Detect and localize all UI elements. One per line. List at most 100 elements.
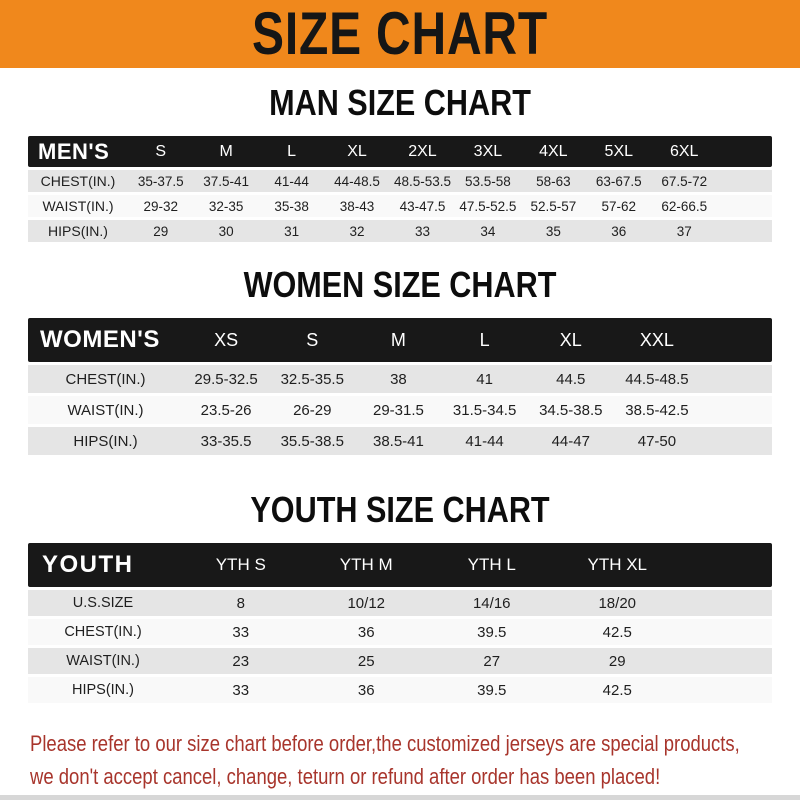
size-col-header: XL <box>559 329 582 350</box>
size-value-cell: 38-43 <box>339 198 375 214</box>
size-value-cell: 29.5-32.5 <box>194 370 258 388</box>
row-label: WAIST(IN.) <box>67 401 144 419</box>
size-value-cell: 43-47.5 <box>399 198 446 214</box>
women-table-title: WOMEN'S <box>40 326 160 353</box>
youth-heading-text: YOUTH SIZE CHART <box>250 489 550 530</box>
size-value-cell: 48.5-53.5 <box>393 173 451 189</box>
men-size-table: MEN'S S M L XL 2XL 3XL 4XL 5XL 6XL CHEST… <box>28 136 772 242</box>
note-line-1: Please refer to our size chart before or… <box>30 731 740 756</box>
size-value-cell: 38.5-41 <box>372 432 424 450</box>
youth-hips-row: HIPS(IN.) 33 36 39.5 42.5 <box>28 677 772 703</box>
women-waist-row: WAIST(IN.) 23.5-26 26-29 29-31.5 31.5-34… <box>28 396 772 424</box>
men-hips-row: HIPS(IN.) 29 30 31 32 33 34 35 36 37 <box>28 220 772 242</box>
size-col-header: XXL <box>639 329 674 350</box>
men-table-header-row: MEN'S S M L XL 2XL 3XL 4XL 5XL 6XL <box>28 136 772 167</box>
size-col-header: 3XL <box>473 142 503 160</box>
size-value-cell: 23 <box>232 652 250 670</box>
size-value-cell: 23.5-26 <box>200 401 252 419</box>
size-col-header: YTH XL <box>587 555 648 574</box>
youth-ussize-row: U.S.SIZE 8 10/12 14/16 18/20 <box>28 590 772 616</box>
size-value-cell: 52.5-57 <box>530 198 577 214</box>
size-col-header: 5XL <box>604 142 634 160</box>
size-col-header: XL <box>347 142 367 160</box>
size-value-cell: 35-38 <box>274 198 309 214</box>
size-col-header: L <box>287 142 297 160</box>
size-value-cell: 29 <box>608 652 626 670</box>
size-value-cell: 39.5 <box>477 623 507 641</box>
men-section-heading: MAN SIZE CHART <box>0 84 800 122</box>
size-col-header: YTH M <box>339 555 393 574</box>
size-value-cell: 26-29 <box>293 401 332 419</box>
size-value-cell: 32.5-35.5 <box>280 370 344 388</box>
size-value-cell: 44-48.5 <box>334 173 380 189</box>
size-value-cell: 57-62 <box>601 198 637 214</box>
row-label: HIPS(IN.) <box>73 432 138 450</box>
size-value-cell: 34 <box>480 223 496 239</box>
row-label: CHEST(IN.) <box>40 173 116 189</box>
size-value-cell: 38 <box>390 370 407 388</box>
size-value-cell: 30 <box>218 223 234 239</box>
row-label: WAIST(IN.) <box>66 653 140 669</box>
men-heading-text: MAN SIZE CHART <box>269 82 531 123</box>
size-col-header: M <box>219 142 233 160</box>
size-value-cell: 41 <box>476 370 493 388</box>
size-value-cell: 35-37.5 <box>137 173 184 189</box>
row-label: HIPS(IN.) <box>71 682 135 698</box>
size-col-header: XS <box>214 329 239 350</box>
men-waist-row: WAIST(IN.) 29-32 32-35 35-38 38-43 43-47… <box>28 195 772 217</box>
size-value-cell: 44.5-48.5 <box>625 370 689 388</box>
size-value-cell: 37 <box>676 223 692 239</box>
size-value-cell: 62-66.5 <box>661 198 708 214</box>
size-value-cell: 35.5-38.5 <box>280 432 344 450</box>
women-hips-row: HIPS(IN.) 33-35.5 35.5-38.5 38.5-41 41-4… <box>28 427 772 455</box>
size-col-header: 2XL <box>408 142 437 160</box>
size-value-cell: 67.5-72 <box>661 173 708 189</box>
size-value-cell: 34.5-38.5 <box>539 401 603 419</box>
size-col-header: M <box>390 329 406 350</box>
size-value-cell: 38.5-42.5 <box>625 401 689 419</box>
women-section-heading: WOMEN SIZE CHART <box>0 266 800 304</box>
women-chest-row: CHEST(IN.) 29.5-32.5 32.5-35.5 38 41 44.… <box>28 365 772 393</box>
size-col-header: YTH S <box>215 555 266 574</box>
note-line-2: we don't accept cancel, change, teturn o… <box>30 764 661 789</box>
size-col-header: S <box>155 142 167 160</box>
women-size-table: WOMEN'S XS S M L XL XXL CHEST(IN.) 29.5-… <box>28 318 772 455</box>
size-col-header: 6XL <box>669 142 699 160</box>
size-value-cell: 36 <box>611 223 627 239</box>
youth-table-header-row: YOUTH YTH S YTH M YTH L YTH XL <box>28 543 772 587</box>
size-value-cell: 32-35 <box>208 198 244 214</box>
size-value-cell: 31 <box>284 223 300 239</box>
size-value-cell: 31.5-34.5 <box>452 401 517 419</box>
banner: SIZE CHART <box>0 0 800 68</box>
size-value-cell: 35 <box>545 223 561 239</box>
youth-chest-row: CHEST(IN.) 33 36 39.5 42.5 <box>28 619 772 645</box>
size-value-cell: 58-63 <box>536 173 571 189</box>
size-value-cell: 44.5 <box>556 370 586 388</box>
size-value-cell: 33 <box>232 681 250 699</box>
size-value-cell: 41-44 <box>465 432 504 450</box>
youth-size-table: YOUTH YTH S YTH M YTH L YTH XL U.S.SIZE … <box>28 543 772 703</box>
size-value-cell: 29-32 <box>143 198 178 214</box>
size-value-cell: 33-35.5 <box>200 432 252 450</box>
women-heading-text: WOMEN SIZE CHART <box>243 264 557 305</box>
size-value-cell: 29 <box>153 223 169 239</box>
youth-table-title: YOUTH <box>42 551 134 578</box>
size-value-cell: 44-47 <box>551 432 590 450</box>
size-col-header: S <box>306 329 319 350</box>
size-value-cell: 47.5-52.5 <box>459 198 517 214</box>
size-value-cell: 63-67.5 <box>595 173 642 189</box>
size-value-cell: 42.5 <box>602 623 632 641</box>
size-value-cell: 41-44 <box>274 173 309 189</box>
women-table-header-row: WOMEN'S XS S M L XL XXL <box>28 318 772 362</box>
size-value-cell: 42.5 <box>602 681 632 699</box>
size-value-cell: 27 <box>483 652 501 670</box>
size-value-cell: 39.5 <box>477 681 507 699</box>
size-value-cell: 37.5-41 <box>203 173 250 189</box>
size-value-cell: 25 <box>357 652 375 670</box>
size-value-cell: 14/16 <box>472 594 511 612</box>
size-value-cell: 10/12 <box>347 594 386 612</box>
youth-section-heading: YOUTH SIZE CHART <box>0 491 800 529</box>
size-col-header: YTH L <box>467 555 516 574</box>
size-value-cell: 8 <box>236 594 245 612</box>
